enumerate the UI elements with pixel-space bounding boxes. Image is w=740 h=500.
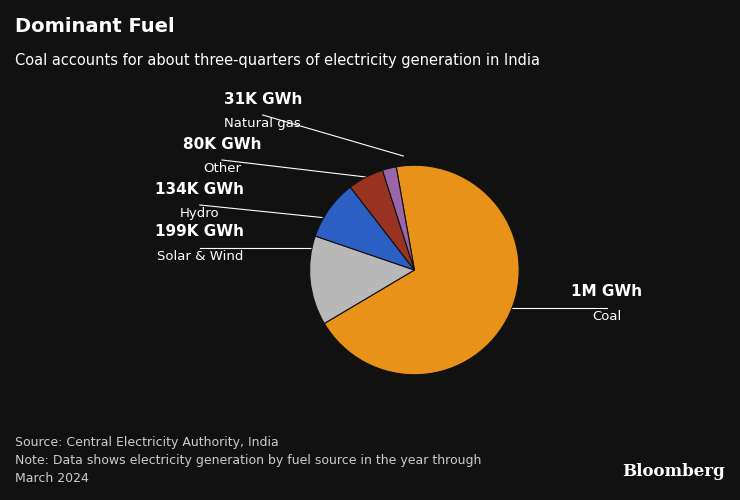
Wedge shape <box>350 170 414 270</box>
Text: 1M GWh: 1M GWh <box>571 284 642 300</box>
Text: Coal accounts for about three-quarters of electricity generation in India: Coal accounts for about three-quarters o… <box>15 52 539 68</box>
Text: Solar & Wind: Solar & Wind <box>157 250 243 263</box>
Text: March 2024: March 2024 <box>15 472 89 485</box>
Text: 80K GWh: 80K GWh <box>183 137 261 152</box>
Text: Source: Central Electricity Authority, India: Source: Central Electricity Authority, I… <box>15 436 278 449</box>
Text: Hydro: Hydro <box>180 208 220 220</box>
Text: Natural gas: Natural gas <box>224 118 301 130</box>
Text: 134K GWh: 134K GWh <box>155 182 244 197</box>
Text: Note: Data shows electricity generation by fuel source in the year through: Note: Data shows electricity generation … <box>15 454 481 467</box>
Text: Bloomberg: Bloomberg <box>622 463 725 480</box>
Wedge shape <box>324 165 519 375</box>
Text: Dominant Fuel: Dominant Fuel <box>15 18 175 36</box>
Text: Coal: Coal <box>592 310 622 323</box>
Text: 31K GWh: 31K GWh <box>223 92 302 107</box>
Wedge shape <box>383 167 414 270</box>
Text: Other: Other <box>203 162 241 175</box>
Wedge shape <box>315 187 414 270</box>
Wedge shape <box>309 236 414 324</box>
Text: 199K GWh: 199K GWh <box>155 224 244 240</box>
